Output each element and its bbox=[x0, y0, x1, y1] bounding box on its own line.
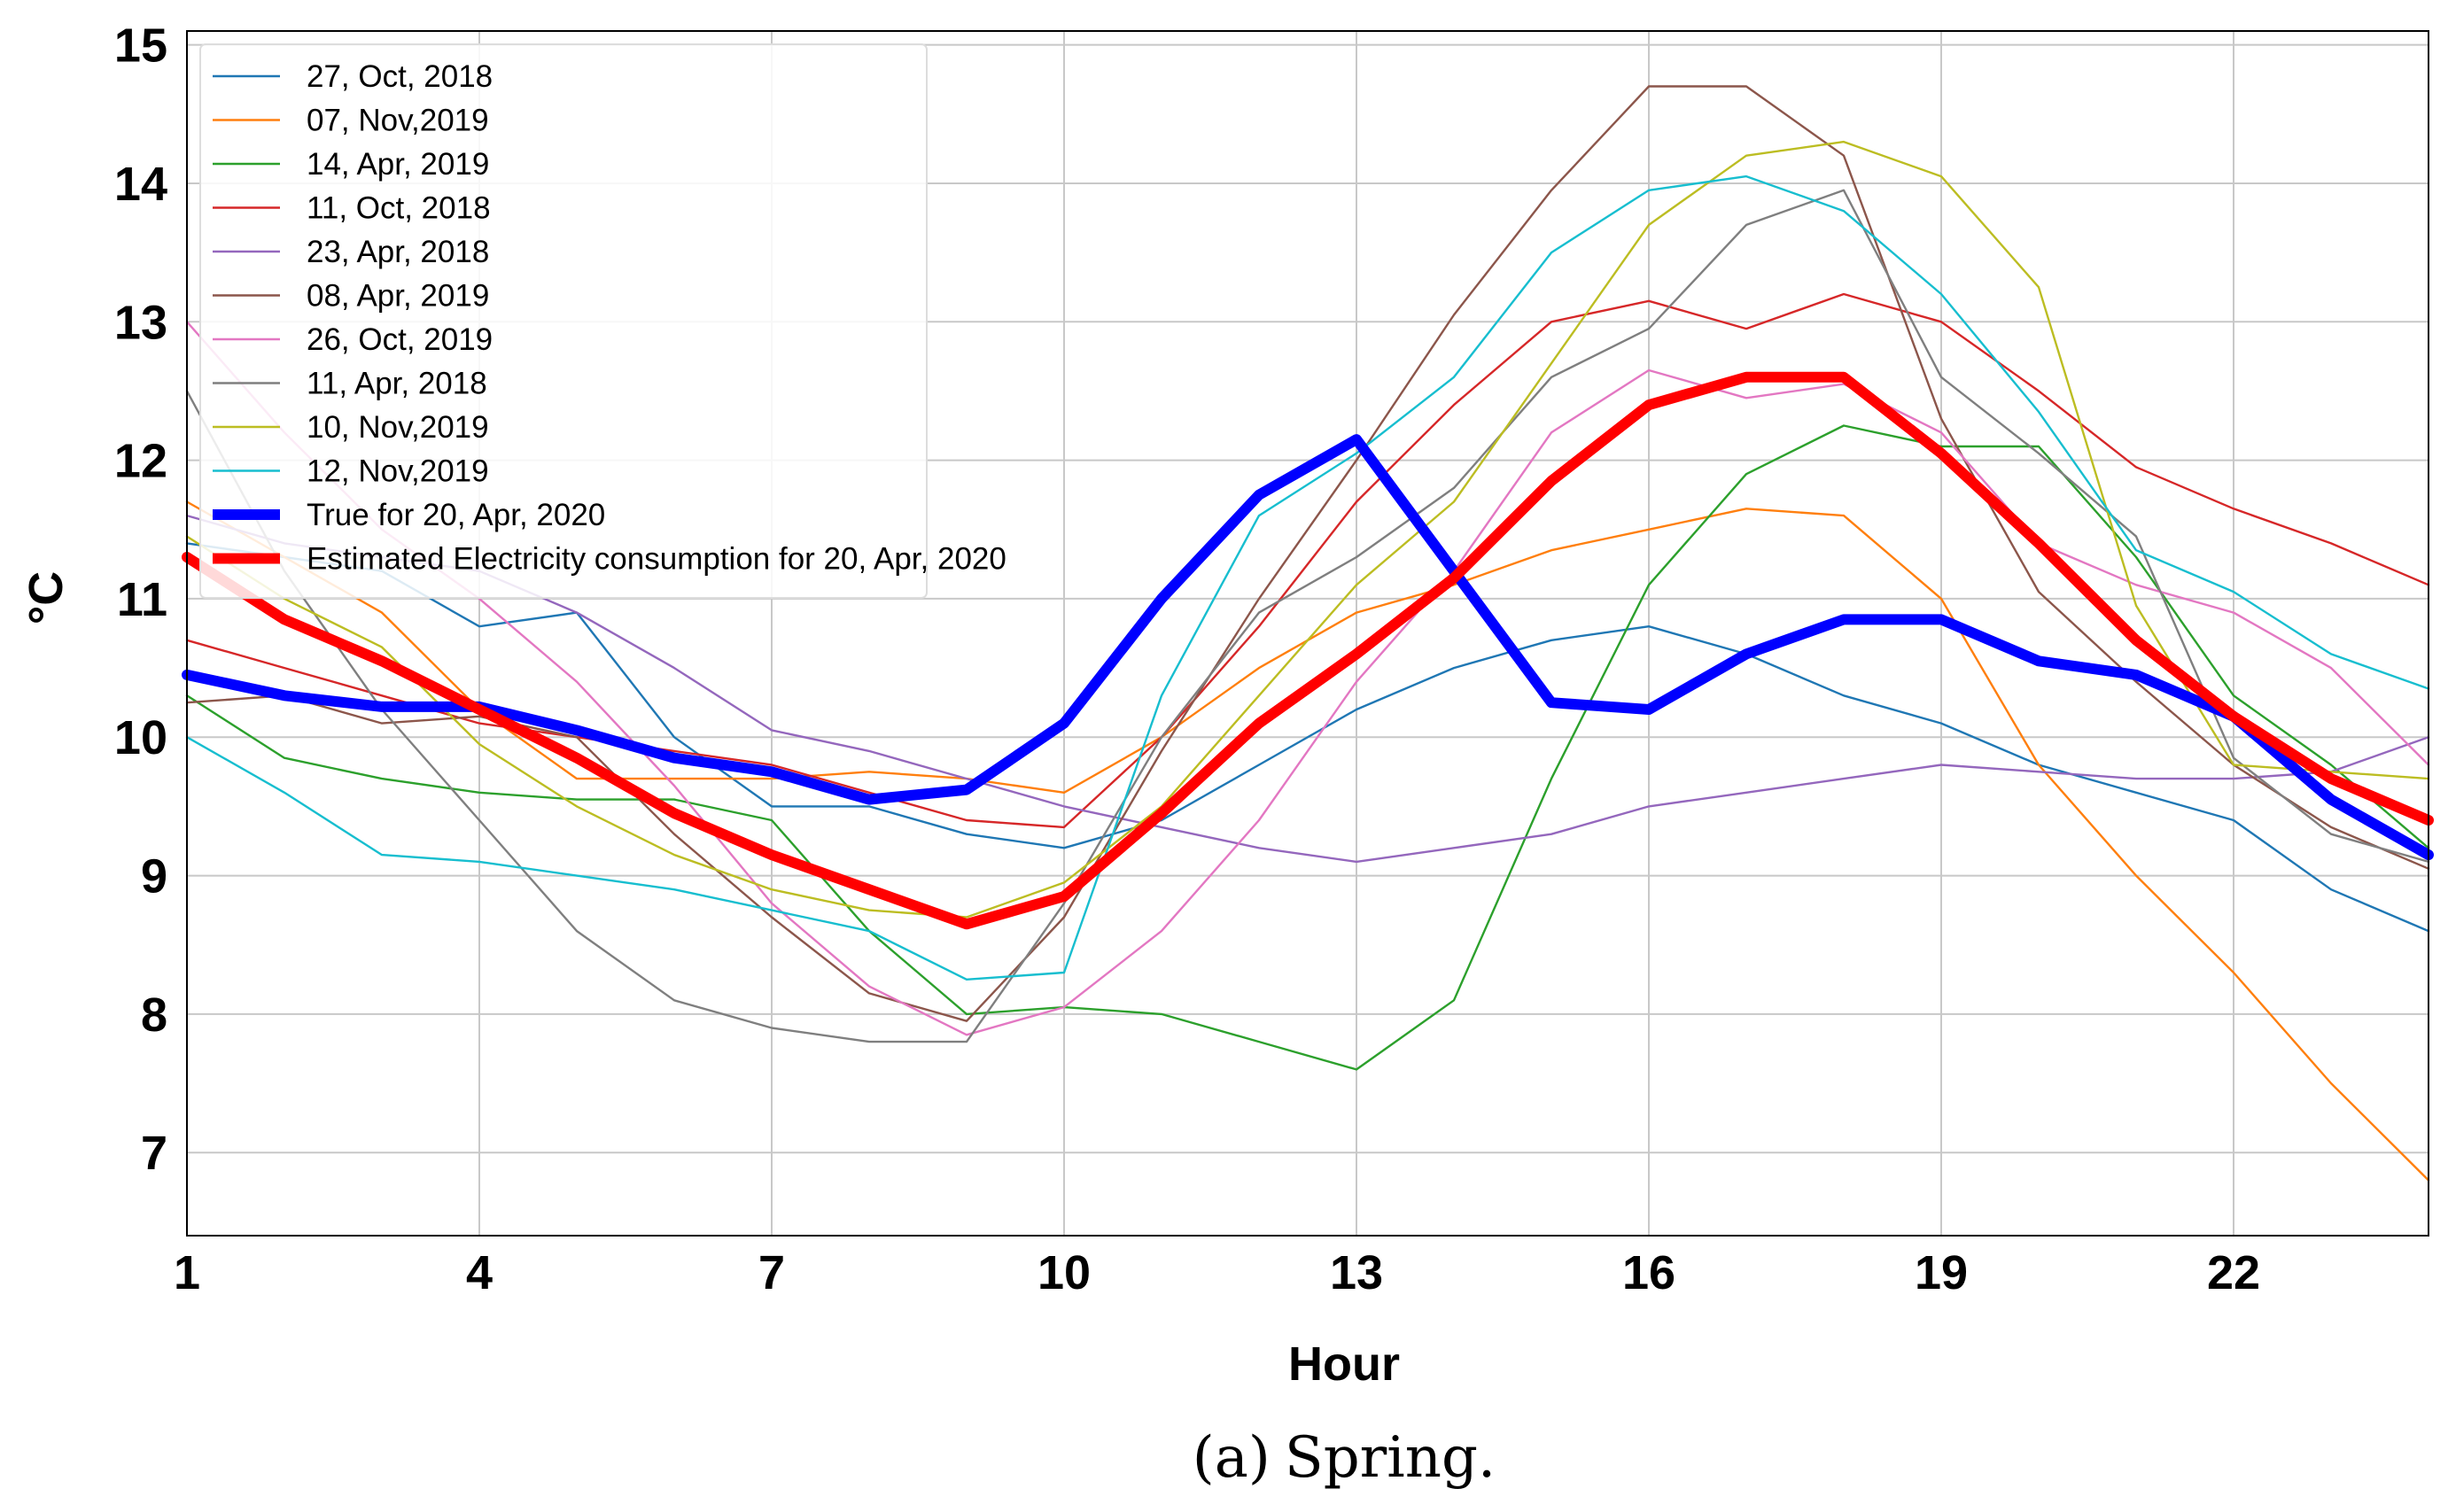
legend-entry: 11, Apr, 2018 bbox=[307, 367, 487, 401]
legend-entry: 14, Apr, 2019 bbox=[307, 147, 489, 182]
y-tick-label: 8 bbox=[141, 989, 167, 1042]
series-line-12-nov-2019 bbox=[185, 174, 2430, 981]
legend-entry: 11, Oct, 2018 bbox=[307, 191, 491, 226]
legend: 27, Oct, 2018 07, Nov,2019 14, Apr, 2019 11… bbox=[199, 43, 1006, 599]
y-axis-ticks: 7 8 9 10 11 12 13 14 15 bbox=[114, 19, 167, 1181]
series-line-11-apr-2018 bbox=[185, 189, 2430, 1043]
x-tick-label: 7 bbox=[758, 1246, 785, 1299]
series-line-27-oct-2018 bbox=[185, 542, 2430, 933]
series-line-23-apr-2018 bbox=[185, 514, 2430, 864]
caption-text: Spring. bbox=[1285, 1425, 1496, 1491]
legend-entry: 10, Nov,2019 bbox=[307, 410, 489, 445]
series-line-08-apr-2019 bbox=[185, 85, 2430, 1022]
series-line-26-oct-2019 bbox=[185, 321, 2430, 1036]
x-tick-label: 4 bbox=[466, 1246, 493, 1299]
legend-entry: 07, Nov,2019 bbox=[307, 104, 489, 138]
legend-entry: 27, Oct, 2018 bbox=[307, 59, 493, 94]
series-line-10-nov-2019 bbox=[185, 140, 2430, 919]
x-tick-label: 1 bbox=[174, 1246, 200, 1299]
legend-entry: True for 20, Apr, 2020 bbox=[307, 498, 605, 532]
x-tick-label: 16 bbox=[1622, 1246, 1675, 1299]
figure-caption: (a) Spring. bbox=[1193, 1425, 1496, 1491]
y-tick-label: 15 bbox=[114, 19, 167, 73]
x-tick-label: 19 bbox=[1915, 1246, 1968, 1299]
y-tick-label: 9 bbox=[141, 850, 167, 903]
x-tick-label: 13 bbox=[1330, 1246, 1383, 1299]
legend-entry: 26, Oct, 2019 bbox=[307, 322, 493, 357]
x-tick-label: 22 bbox=[2207, 1246, 2260, 1299]
y-axis-label: °C bbox=[19, 571, 73, 625]
x-axis-ticks: 1 4 7 10 13 16 19 22 bbox=[174, 1246, 2260, 1299]
series-line-true-for-20-apr-2020 bbox=[182, 434, 2434, 861]
legend-entry: Estimated Electricity consumption for 20… bbox=[307, 542, 1006, 577]
x-tick-label: 10 bbox=[1037, 1246, 1091, 1299]
y-tick-label: 14 bbox=[114, 158, 167, 211]
legend-box bbox=[199, 43, 928, 599]
legend-entry: 23, Apr, 2018 bbox=[307, 235, 489, 269]
series-line-estimated-electricity-consumption-for-20-apr-2020 bbox=[182, 371, 2434, 930]
legend-entry: 08, Apr, 2019 bbox=[307, 279, 489, 314]
series-line-11-oct-2018 bbox=[185, 292, 2430, 829]
series-layer bbox=[182, 85, 2434, 1182]
plot-frame bbox=[186, 30, 2429, 1237]
legend-entry: 12, Nov,2019 bbox=[307, 454, 489, 489]
y-tick-label: 12 bbox=[114, 435, 167, 488]
caption-label: (a) bbox=[1193, 1425, 1271, 1491]
y-tick-label: 7 bbox=[141, 1127, 167, 1180]
y-tick-label: 10 bbox=[114, 711, 167, 764]
series-line-14-apr-2019 bbox=[185, 424, 2430, 1071]
x-axis-label: Hour bbox=[1288, 1338, 1400, 1391]
y-tick-label: 13 bbox=[114, 296, 167, 349]
y-tick-label: 11 bbox=[117, 573, 167, 626]
